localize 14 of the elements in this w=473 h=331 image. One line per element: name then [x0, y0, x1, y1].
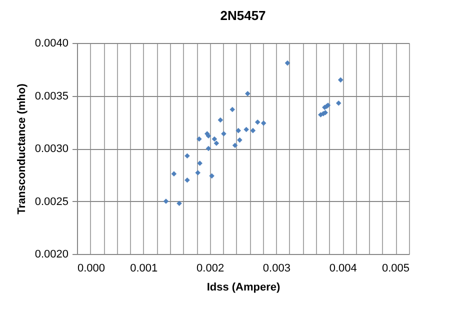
x-axis-title: Idss (Ampere) [206, 282, 281, 294]
chart-title: 2N5457 [220, 8, 266, 23]
y-axis-title: Transconductance (mho) [16, 83, 28, 214]
x-tick-label: 0.004 [329, 262, 357, 274]
y-tick-label: 0.0040 [34, 38, 68, 50]
y-tick-label: 0.0020 [34, 248, 68, 260]
y-tick-label: 0.0030 [34, 143, 68, 155]
y-tick-label: 0.0025 [34, 196, 68, 208]
x-tick-label: 0.003 [262, 262, 290, 274]
x-tick-label: 0.000 [78, 262, 106, 274]
x-tick-label: 0.005 [382, 262, 410, 274]
x-tick-label: 0.002 [196, 262, 224, 274]
x-tick-label: 0.001 [130, 262, 158, 274]
y-tick-label: 0.0035 [34, 90, 68, 102]
